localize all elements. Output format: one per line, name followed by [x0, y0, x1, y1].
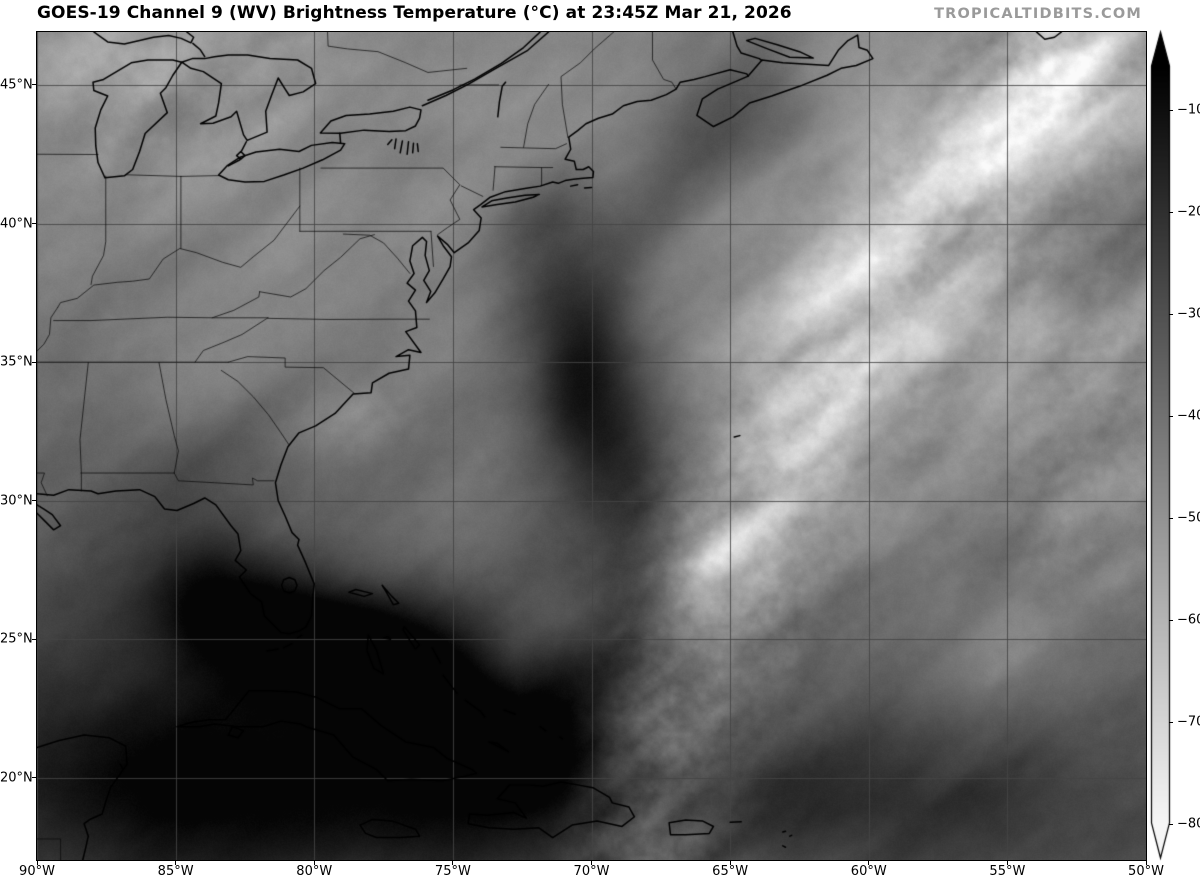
lon-tick-mark [313, 861, 315, 865]
colorbar-tick-label: −60 [1177, 612, 1200, 628]
colorbar-tick-mark [1169, 517, 1173, 519]
lat-tick-mark [32, 361, 36, 363]
lon-tick-label: 80°W [296, 864, 333, 879]
lat-tick-label: 30°N [0, 493, 33, 509]
lat-tick-mark [32, 223, 36, 225]
lon-tick-mark [591, 861, 592, 865]
lon-tick-mark [1006, 861, 1008, 865]
lat-tick-mark [32, 500, 36, 502]
colorbar-tick-mark [1169, 619, 1173, 621]
colorbar-tick-label: −30 [1177, 306, 1200, 322]
lat-tick-mark [32, 84, 36, 86]
lon-tick-label: 70°W [573, 864, 610, 879]
colorbar-tick-mark [1169, 823, 1173, 825]
satellite-map [36, 31, 1147, 861]
lon-tick-label: 65°W [712, 864, 749, 879]
lon-tick-mark [175, 861, 177, 865]
lat-tick-label: 45°N [0, 77, 33, 93]
lon-tick-label: 75°W [434, 864, 471, 879]
lat-tick-label: 35°N [0, 354, 33, 370]
lat-tick-label: 20°N [0, 770, 33, 786]
figure-title: GOES-19 Channel 9 (WV) Brightness Temper… [37, 3, 792, 23]
lon-tick-label: 90°W [19, 864, 55, 879]
colorbar-tick-label: −50 [1177, 510, 1200, 526]
lon-tick-label: 85°W [157, 864, 194, 879]
colorbar-tick-label: −40 [1177, 408, 1200, 424]
colorbar-tick-mark [1169, 211, 1173, 213]
satellite-image-canvas [37, 32, 1146, 860]
watermark: TROPICALTIDBITS.COM [934, 6, 1142, 22]
lon-tick-mark [868, 861, 870, 865]
colorbar-tick-label: −70 [1177, 714, 1200, 730]
lat-tick-mark [32, 777, 36, 779]
colorbar-tick-mark [1169, 721, 1173, 723]
lon-tick-label: 50°W [1128, 864, 1164, 879]
colorbar-tick-label: −80 [1177, 816, 1200, 832]
lon-tick-mark [36, 861, 38, 865]
lon-tick-label: 60°W [850, 864, 887, 879]
lat-tick-label: 25°N [0, 631, 33, 647]
colorbar-tick-mark [1169, 109, 1173, 111]
colorbar-gradient [1145, 28, 1200, 864]
colorbar-tick-label: −10 [1177, 102, 1200, 118]
colorbar-tick-mark [1169, 313, 1173, 315]
lat-tick-mark [32, 638, 36, 640]
colorbar-tick-label: −20 [1177, 204, 1200, 220]
colorbar-tick-mark [1169, 415, 1173, 417]
lon-tick-label: 55°W [989, 864, 1026, 879]
lon-tick-mark [729, 861, 731, 865]
lon-tick-mark [452, 861, 454, 865]
lat-tick-label: 40°N [0, 216, 33, 232]
